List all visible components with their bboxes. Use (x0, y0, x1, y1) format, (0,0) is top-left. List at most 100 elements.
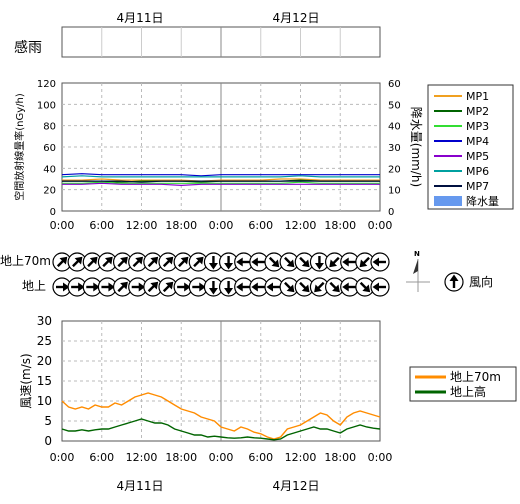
wind-arrow-icon (249, 277, 269, 297)
date-label-bottom-1: 4月11日 (117, 479, 164, 493)
wind-arrow-icon (309, 252, 330, 272)
wind-arrow-icon (234, 277, 254, 297)
y2-tick-label: 20 (388, 164, 401, 175)
svg-text:N: N (414, 250, 420, 258)
x-tick-label: 18:00 (324, 219, 356, 232)
radiation-y2-ticks: 0 10 20 30 40 50 60 (388, 79, 401, 218)
x-tick-label: 0:00 (50, 451, 75, 464)
y2-tick-label: 30 (388, 143, 401, 154)
wind-arrow-icon (234, 252, 254, 272)
x-tick-label: 0:00 (209, 219, 234, 232)
wind-arrow-icon (158, 277, 178, 297)
y2-tick-label: 60 (388, 79, 401, 90)
compass-icon: N (406, 250, 430, 292)
x-tick-label: 6:00 (248, 219, 273, 232)
x-tick-label: 0:00 (209, 451, 234, 464)
radiation-grid (62, 83, 380, 211)
y-tick-label: 5 (44, 414, 52, 428)
wind-arrow-icon (355, 277, 375, 297)
wind-speed-series (61, 392, 381, 441)
radiation-y-ticks: 0 20 40 60 80 100 120 (37, 79, 56, 218)
radiation-chart: 0 20 40 60 80 100 120 0 10 20 30 40 50 60 0:00 6:00 12… (13, 79, 423, 232)
wind-arrow-icon (218, 277, 239, 297)
wind-arrow-icon (67, 277, 87, 297)
radiation-line-mp7 (62, 180, 380, 183)
x-tick-label: 12:00 (285, 219, 317, 232)
wind-arrow-icon (444, 272, 464, 292)
wind-speed-chart: 0 5 10 15 20 25 30 0:00 6:00 12:00 18:00 0:00 6:00 1… (19, 314, 392, 464)
wind-arrow-icon (309, 277, 330, 297)
x-tick-label: 6:00 (248, 451, 273, 464)
legend-label: 地上高 (450, 384, 486, 399)
legend-label: MP3 (466, 120, 489, 133)
legend-label: MP1 (466, 90, 489, 103)
wind-arrow-icon (143, 252, 163, 272)
wind-arrow-icon (82, 277, 102, 297)
y-tick-label: 20 (37, 354, 52, 368)
y2-tick-label: 0 (388, 207, 394, 218)
y-tick-label: 20 (43, 186, 56, 197)
legend-label: 降水量 (466, 194, 499, 208)
wind-arrow-icon (264, 277, 284, 297)
wind-direction-table: 地上70m 地上 (0, 252, 390, 297)
date-label-top-1: 4月11日 (117, 11, 164, 25)
radiation-line-mp6 (61, 175, 380, 178)
wind-arrow-icon (370, 252, 390, 272)
wind-speed-x-ticks: 0:00 6:00 12:00 18:00 0:00 6:00 12:00 18:00 0:00 (50, 451, 393, 464)
y-tick-label: 30 (37, 314, 52, 328)
wind-speed-y-ticks: 0 5 10 15 20 25 30 (37, 314, 52, 448)
rain-sensor-label: 感雨 (14, 39, 42, 56)
y2-tick-label: 10 (388, 186, 401, 197)
radiation-x-ticks: 0:00 6:00 12:00 18:00 0:00 6:00 12:00 18:00 0:00 (50, 219, 393, 232)
x-tick-label: 18:00 (165, 219, 197, 232)
wind-arrow-icon (188, 252, 208, 272)
wind-arrow-icon (324, 277, 345, 297)
wind-arrow-icon (173, 277, 193, 297)
legend-label: MP5 (466, 150, 489, 163)
wind-dir-row-label-ground: 地上 (22, 279, 46, 293)
legend-label: MP4 (466, 135, 489, 148)
wind-arrow-icon-legend (444, 272, 464, 292)
y-tick-label: 60 (43, 143, 56, 154)
radiation-y-label: 空間放射線量率(nGy/h) (13, 93, 26, 201)
wind-arrow-icon (324, 252, 345, 272)
wind-direction-legend-label: 風向 (469, 274, 493, 289)
x-tick-label: 6:00 (89, 451, 114, 464)
y-tick-label: 0 (44, 434, 52, 448)
wind-arrow-icon (158, 252, 178, 272)
legend-swatch-rain (434, 196, 462, 206)
wind-arrow-icon (67, 252, 87, 272)
wind-arrow-icon (279, 252, 299, 272)
wind-speed-line-ground (61, 418, 381, 441)
wind-arrow-icon (128, 277, 148, 297)
wind-dir-row-label-70m: 地上70m (0, 254, 51, 268)
wind-speed-grid (62, 321, 380, 441)
x-tick-label: 18:00 (324, 451, 356, 464)
x-tick-label: 12:00 (126, 219, 158, 232)
legend-label: MP7 (466, 180, 489, 193)
date-label-bottom-2: 4月12日 (273, 479, 320, 493)
y-tick-label: 0 (50, 207, 56, 218)
wind-arrow-icon (370, 277, 390, 297)
y-tick-label: 100 (37, 100, 56, 111)
wind-direction-legend: 風向 (444, 272, 493, 292)
rain-sensor-grid (101, 27, 341, 57)
x-tick-label: 0:00 (50, 219, 75, 232)
radiation-line-mp1 (62, 178, 380, 182)
legend-label: MP2 (466, 105, 489, 118)
y-tick-label: 80 (43, 122, 56, 133)
y2-tick-label: 50 (388, 100, 401, 111)
wind-arrow-icon (97, 252, 118, 272)
precip-y-label: 降水量(mm/h) (409, 107, 423, 187)
wind-arrow-icon (203, 277, 224, 297)
wind-speed-y-label: 風速(m/s) (19, 353, 33, 408)
wind-speed-line-70m (61, 392, 381, 440)
y-tick-label: 120 (37, 79, 56, 90)
y-tick-label: 25 (37, 334, 52, 348)
radiation-line-mp3 (62, 181, 380, 184)
x-tick-label: 12:00 (126, 451, 158, 464)
y-tick-label: 40 (43, 164, 56, 175)
